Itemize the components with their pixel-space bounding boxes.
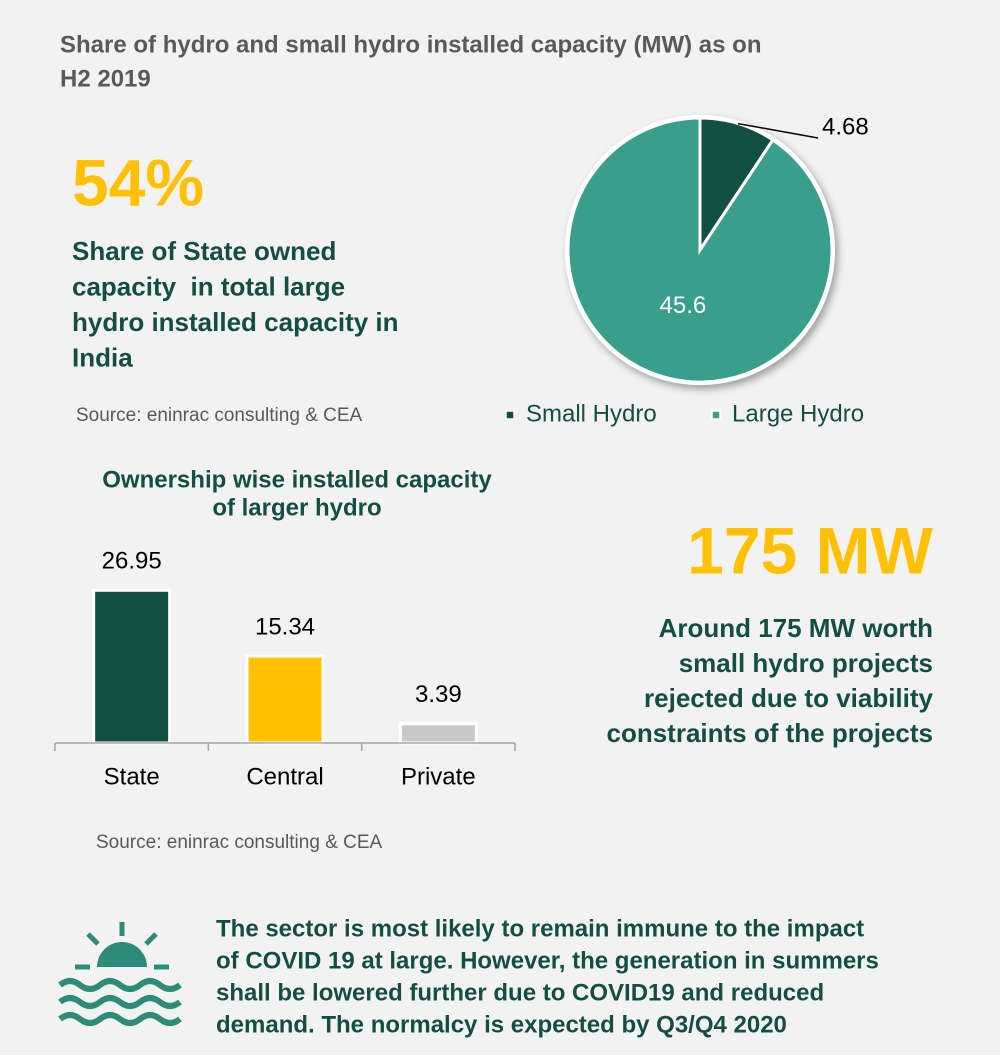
legend-swatch (711, 410, 721, 420)
legend-label: Large Hydro (732, 400, 864, 427)
bar (398, 722, 478, 745)
chart-title: of larger hydro (212, 494, 381, 521)
x-tick-label: Private (401, 763, 476, 790)
outlook-text: The sector is most likely to remain immu… (216, 915, 879, 1038)
text-line: constraints of the projects (607, 718, 934, 748)
source: Source: eninrac consulting & CEA (76, 405, 363, 426)
text-line: The sector is most likely to remain immu… (216, 915, 864, 942)
data-label: 4.68 (822, 113, 869, 140)
data-label: 26.95 (102, 548, 162, 575)
text-line: India (72, 342, 133, 372)
text-line: shall be lowered further due to COVID19 … (216, 979, 824, 1006)
leader-line (737, 122, 819, 139)
highlight-text: Around 175 MW worth small hydro projects r… (607, 613, 934, 748)
title-line: Share of hydro and small hydro installed… (60, 31, 761, 58)
text-line: of COVID 19 at large. However, the gener… (216, 947, 879, 974)
icon (58, 922, 182, 1026)
chart-title: Ownership wise installed capacity (102, 466, 492, 493)
text-line: Around 175 MW worth (659, 613, 933, 643)
text-line: hydro installed capacity in (72, 307, 399, 337)
bar (92, 588, 172, 745)
highlight-text: Share of State owned capacity in total la… (72, 236, 399, 373)
text-line: rejected due to viability (644, 683, 934, 713)
legend-label: Small Hydro (526, 400, 657, 427)
x-tick-label: State (104, 763, 160, 790)
text-line: demand. The normalcy is expected by Q3/Q… (216, 1011, 787, 1038)
highlight-figure: 54% (72, 145, 204, 219)
data-label: 3.39 (415, 681, 462, 708)
text-line: small hydro projects (679, 648, 933, 678)
pie-slice (566, 116, 834, 384)
data-label: 15.34 (255, 613, 315, 640)
bar (245, 654, 325, 745)
legend-swatch (505, 410, 515, 420)
source: Source: eninrac consulting & CEA (96, 832, 383, 853)
title-line: H2 2019 (60, 65, 151, 92)
data-label: 45.6 (660, 292, 707, 319)
highlight-figure: 175 MW (687, 513, 933, 587)
text-line: capacity in total large (72, 271, 345, 301)
text-line: Share of State owned (72, 236, 336, 266)
x-tick-label: Central (246, 763, 323, 790)
